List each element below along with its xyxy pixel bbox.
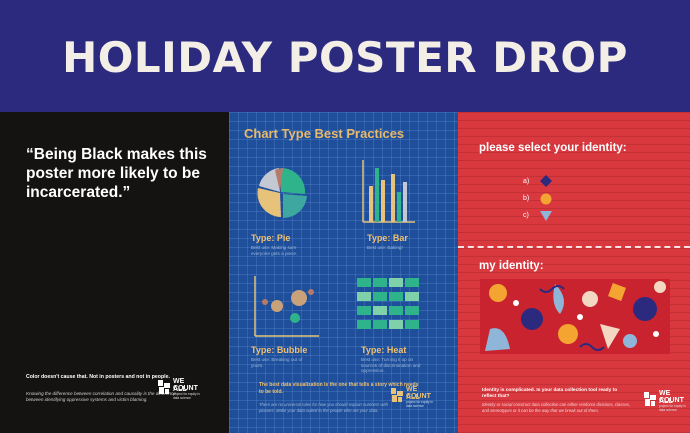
poster-correlation[interactable]: “Being Black makes this poster more like… <box>0 112 229 433</box>
poster-identity[interactable]: please select your identity: a) b) c) my… <box>458 112 690 433</box>
logo-mark-icon <box>391 388 403 402</box>
poster-quote: “Being Black makes this poster more like… <box>26 146 207 201</box>
page-title: HOLIDAY POSTER DROP <box>62 33 628 82</box>
poster-chart-types[interactable]: Chart Type Best Practices Type: Pie Best… <box>229 112 458 433</box>
logo-tagline: project for equity in data science <box>173 392 200 400</box>
page-header: HOLIDAY POSTER DROP <box>0 0 690 112</box>
logo-mark-icon <box>644 392 656 406</box>
bubble-label: Type: Bubble <box>251 345 308 355</box>
my-identity-title: my identity: <box>479 260 544 272</box>
logo-line2: COUNT <box>173 385 198 392</box>
identity-pattern-illustration <box>480 279 670 354</box>
form-lines-background <box>458 112 690 433</box>
heat-use: Best use: Turning it up on sources of di… <box>361 357 421 374</box>
logo-line2: COUNT <box>659 397 684 404</box>
bubble-use: Best use: Breaking out of yours. <box>251 357 303 368</box>
poster-caption-bold: Color doesn't cause that. Not in posters… <box>26 374 170 380</box>
bar-use: Best use: Baking! <box>367 245 403 250</box>
select-identity-title: please select your identity: <box>479 142 627 154</box>
we-all-count-logo: WE ALL COUNT project for equity in data … <box>644 390 686 414</box>
bar-label: Type: Bar <box>367 233 408 243</box>
option-c-label: c) <box>523 212 529 219</box>
heatmap-icon <box>357 278 419 329</box>
circle-icon[interactable] <box>540 193 552 205</box>
logo-line1: WE ALL <box>173 378 187 393</box>
logo-tagline: project for equity in data science <box>406 400 433 408</box>
blueprint-grid <box>229 112 458 433</box>
pie-chart-icon <box>257 167 307 219</box>
triangle-icon[interactable] <box>540 211 552 221</box>
logo-line2: COUNT <box>406 393 431 400</box>
pie-label: Type: Pie <box>251 233 291 243</box>
option-a-label: a) <box>523 178 530 185</box>
poster-caption-bold: Identity is complicated. Is your data co… <box>482 388 618 400</box>
divider <box>458 246 690 248</box>
we-all-count-logo: WE ALL COUNT project for equity in data … <box>391 386 433 410</box>
logo-tagline: project for equity in data science <box>659 404 686 412</box>
pie-use: Best use: Making sure everyone gets a pi… <box>251 245 298 256</box>
poster-caption-small: Identity or social construct data collec… <box>482 402 631 413</box>
we-all-count-logo: WE ALL COUNT project for equity in data … <box>158 378 200 402</box>
heat-label: Type: Heat <box>361 345 407 355</box>
logo-line1: WE ALL <box>659 390 673 405</box>
poster-title: Chart Type Best Practices <box>244 126 405 141</box>
poster-bottom-note: The best data visualization is the one t… <box>259 382 419 395</box>
bar-chart-icon <box>362 160 415 223</box>
diamond-icon[interactable] <box>540 175 552 187</box>
option-b-label: b) <box>523 195 530 202</box>
poster-caption-small: Knowing the difference between correlati… <box>26 391 176 402</box>
poster-bottom-small: There are no universal rules for how you… <box>259 402 388 413</box>
logo-mark-icon <box>158 380 170 394</box>
bubble-chart-icon <box>254 276 319 337</box>
logo-line1: WE ALL <box>406 386 420 401</box>
